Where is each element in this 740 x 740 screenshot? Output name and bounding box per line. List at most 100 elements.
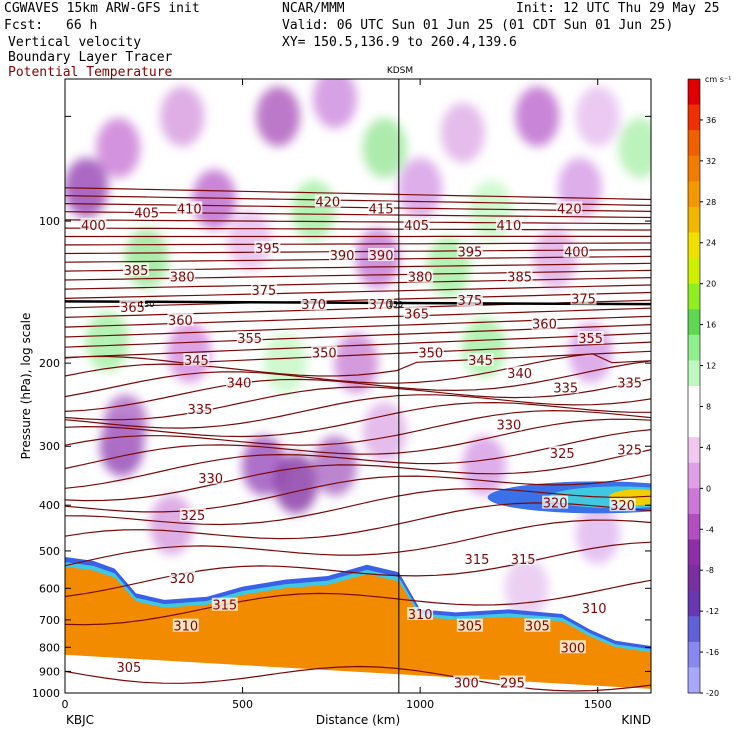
theta-label: 390	[369, 249, 394, 264]
model-title: CGWAVES 15km ARW-GFS init	[4, 1, 200, 16]
theta-label: 400	[81, 219, 106, 234]
theta-label: 305	[525, 620, 550, 635]
colorbar-swatch	[688, 411, 700, 438]
theta-label: 295	[500, 676, 525, 691]
colorbar-label: -4	[706, 525, 714, 534]
colorbar-swatch	[688, 539, 700, 566]
theta-label: 365	[120, 301, 145, 316]
theta-label: 340	[507, 367, 532, 382]
colorbar-swatch	[688, 590, 700, 617]
y-tick-label: 1000	[32, 687, 60, 700]
colorbar-label: 12	[706, 362, 716, 371]
theta-label: 380	[170, 270, 195, 285]
theta-label: 360	[532, 318, 557, 333]
colorbar-swatch	[688, 386, 700, 413]
colorbar-label: 4	[706, 443, 711, 452]
colorbar-swatch	[688, 334, 700, 361]
colorbar-label: -8	[706, 566, 714, 575]
y-tick-label: 900	[39, 665, 60, 678]
colorbar-swatch	[688, 206, 700, 233]
colorbar-swatch	[688, 258, 700, 285]
fcst-label: Fcst:	[4, 18, 44, 33]
theta-label: 420	[557, 202, 582, 217]
tropopause-label: 150	[388, 300, 403, 309]
theta-label: 330	[198, 472, 223, 487]
theta-label: 320	[610, 499, 635, 514]
theta-label: 410	[497, 219, 522, 234]
y-tick-label: 400	[39, 499, 60, 512]
colorbar-swatch	[688, 232, 700, 259]
theta-label: 320	[170, 572, 195, 587]
theta-label: 375	[571, 293, 596, 308]
theta-label: 395	[255, 242, 280, 257]
colorbar-label: 28	[706, 198, 716, 207]
valid-time: Valid: 06 UTC Sun 01 Jun 25 (01 CDT Sun …	[282, 18, 674, 33]
theta-label: 365	[404, 308, 429, 323]
theta-label: 330	[497, 419, 522, 434]
theta-label: 360	[168, 314, 193, 329]
theta-label: 375	[251, 284, 276, 299]
theta-label: 370	[301, 298, 326, 313]
station-label-kind: KIND	[621, 713, 651, 727]
colorbar-swatch	[688, 513, 700, 540]
theta-label: 405	[134, 207, 159, 222]
theta-label: 305	[117, 661, 142, 676]
theta-label: 325	[617, 444, 642, 459]
theta-label: 385	[124, 264, 149, 279]
theta-label: 355	[237, 332, 262, 347]
terrain-and-boundary-layer	[65, 557, 651, 693]
theta-label: 410	[177, 202, 202, 217]
theta-label: 380	[408, 270, 433, 285]
colorbar-swatch	[688, 181, 700, 208]
colorbar-swatch	[688, 79, 700, 106]
y-tick-label: 800	[39, 641, 60, 654]
y-axis-label: Pressure (hPa), log scale	[19, 313, 33, 460]
theta-label: 400	[564, 245, 589, 260]
colorbar: 36 32 28 24 20 16 12 8 4 0 -4 -8 -12 -16 -20	[687, 78, 719, 698]
theta-label: 370	[369, 298, 394, 313]
colorbar-swatch	[688, 616, 700, 643]
colorbar-swatch	[688, 641, 700, 668]
colorbar-label: 0	[706, 484, 711, 493]
theta-label: 310	[582, 602, 607, 617]
colorbar-swatch	[688, 488, 700, 515]
y-tick-label: 200	[39, 357, 60, 370]
theta-label: 390	[330, 249, 355, 264]
theta-label: 340	[227, 377, 252, 392]
x-tick-label: 1000	[406, 698, 434, 711]
colorbar-swatch	[688, 360, 700, 387]
colorbar-label: -12	[706, 607, 719, 616]
colorbar-label: -20	[706, 689, 719, 698]
theta-label: 315	[465, 553, 490, 568]
theta-label: 320	[543, 497, 568, 512]
theta-label: 405	[404, 219, 429, 234]
theta-label: 305	[457, 620, 482, 635]
axes: 0 500 1000 1500 100 200 300 400 500 600 700 800 900 1…	[32, 79, 651, 711]
theta-label: 355	[578, 332, 603, 347]
field-vertical-velocity: Vertical velocity	[8, 35, 142, 50]
init-time: Init: 12 UTC Thu 29 May 25	[516, 1, 720, 16]
theta-label: 310	[173, 620, 198, 635]
theta-label: 415	[369, 202, 394, 217]
y-tick-label: 100	[39, 215, 60, 228]
theta-label: 315	[212, 599, 237, 614]
y-tick-label: 300	[39, 440, 60, 453]
theta-label: 315	[511, 553, 536, 568]
x-tick-label: 1500	[584, 698, 612, 711]
colorbar-label: -16	[706, 648, 719, 657]
plot-frame	[64, 78, 652, 694]
colorbar-swatch	[688, 155, 700, 182]
theta-label: 335	[188, 403, 213, 418]
colorbar-swatch	[688, 309, 700, 336]
theta-label: 325	[550, 447, 575, 462]
org-label: NCAR/MMM	[282, 1, 345, 16]
y-tick-label: 500	[39, 545, 60, 558]
potential-temperature-labels: 300 295 300 305 305 305 310 310 310 315 315 315 320 3…	[80, 194, 643, 691]
theta-label: 310	[408, 608, 433, 623]
colorbar-swatch	[688, 283, 700, 310]
colorbar-label: 36	[706, 116, 716, 125]
theta-label: 395	[457, 245, 482, 260]
theta-label: 335	[553, 381, 578, 396]
theta-label: 420	[315, 196, 340, 211]
